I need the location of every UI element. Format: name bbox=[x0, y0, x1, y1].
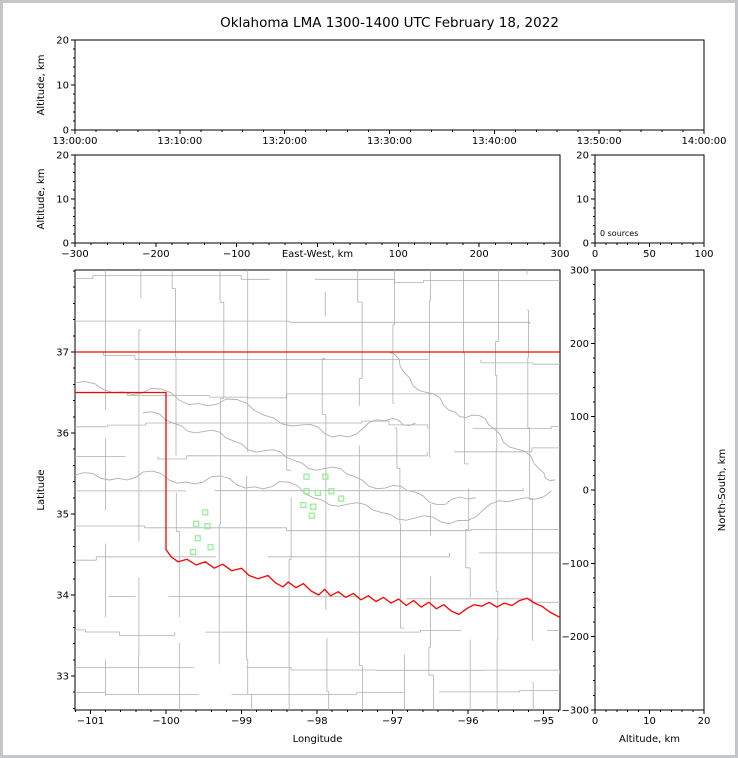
y-tick-label: 10 bbox=[56, 81, 69, 92]
x-tick-label: 13:50:00 bbox=[577, 136, 622, 147]
lma-station-marker bbox=[300, 501, 307, 509]
y-tick-label: 200 bbox=[570, 339, 589, 350]
source-count-annotation: 0 sources bbox=[600, 229, 638, 238]
river-arkansas bbox=[388, 351, 556, 482]
map-ticks bbox=[71, 270, 560, 714]
x-tick-label: −100 bbox=[152, 716, 179, 727]
x-tick-label: 13:20:00 bbox=[262, 136, 307, 147]
y-tick-label: 34 bbox=[56, 590, 69, 601]
x-tick-label: −96 bbox=[458, 716, 479, 727]
time_height-ylabel: Altitude, km bbox=[36, 55, 47, 116]
x-tick-label: −98 bbox=[306, 716, 327, 727]
x-tick-label: 300 bbox=[550, 249, 569, 260]
ns_height-xlabel: Altitude, km bbox=[619, 734, 680, 745]
county-boundaries bbox=[75, 270, 560, 710]
x-tick-label: 13:40:00 bbox=[472, 136, 517, 147]
y-tick-label: 0 bbox=[583, 486, 589, 497]
lma-station-marker bbox=[338, 495, 345, 502]
y-tick-label: 36 bbox=[56, 428, 69, 439]
y-tick-label: 10 bbox=[56, 195, 69, 206]
lma-station-marker bbox=[308, 512, 315, 519]
time_height-ticks bbox=[71, 39, 705, 134]
x-tick-label: −100 bbox=[223, 249, 250, 260]
panel-time_height: 13:00:00 13:10:00 13:20:00 13:30:00 13:40:00… bbox=[36, 36, 726, 148]
y-tick-label: 0 bbox=[583, 239, 589, 250]
lma-station-marker bbox=[207, 544, 214, 551]
y-tick-label: 0 bbox=[63, 126, 69, 137]
lma-station-marker bbox=[303, 488, 310, 495]
x-tick-label: −101 bbox=[77, 716, 104, 727]
panel-histogram: 0 50 100 0 10 20 0 sources bbox=[576, 151, 713, 261]
ew_height-xlabel: East-West, km bbox=[282, 249, 353, 260]
x-tick-label: −99 bbox=[231, 716, 252, 727]
lma-station-marker bbox=[204, 523, 211, 530]
y-tick-label: 33 bbox=[56, 671, 69, 682]
x-tick-label: −300 bbox=[61, 249, 88, 260]
lma-station-marker bbox=[322, 473, 329, 480]
river-north_canadian bbox=[142, 411, 477, 506]
x-tick-label: 200 bbox=[470, 249, 489, 260]
ew_height-ylabel: Altitude, km bbox=[36, 169, 47, 230]
y-tick-label: 0 bbox=[63, 239, 69, 250]
lma-station-marker bbox=[328, 488, 335, 495]
y-tick-label: 20 bbox=[56, 36, 69, 47]
lma-station-marker bbox=[303, 473, 310, 480]
ew_height-ticks bbox=[71, 154, 561, 247]
oklahoma-red-river-border bbox=[165, 548, 560, 618]
lma-station-marker bbox=[193, 520, 200, 527]
x-tick-label: 13:10:00 bbox=[157, 136, 202, 147]
y-tick-label: 300 bbox=[570, 266, 589, 277]
x-tick-label: 100 bbox=[389, 249, 408, 260]
lma-station-marker bbox=[194, 535, 201, 542]
ns_height-ticks bbox=[591, 269, 705, 714]
map-ylabel: Latitude bbox=[36, 469, 47, 510]
figure-canvas: Oklahoma LMA 1300-1400 UTC February 18, … bbox=[36, 15, 728, 746]
panel-ew_height: −300 −200 −100 100 200 300 0 10 20 Altitude, km Ea… bbox=[36, 151, 570, 261]
lma-station-marker bbox=[314, 489, 321, 497]
panel-map: −101 −100 −99 −98 −97 −96 −95 33 34 35 36 37 Latitud… bbox=[36, 269, 561, 745]
x-tick-label: 0 bbox=[592, 249, 598, 260]
y-tick-label: 35 bbox=[56, 509, 69, 520]
y-tick-label: −200 bbox=[562, 632, 589, 643]
oklahoma-panhandle-border bbox=[75, 391, 167, 551]
y-tick-label: 100 bbox=[570, 412, 589, 423]
x-tick-label: 13:00:00 bbox=[53, 136, 98, 147]
y-tick-label: 37 bbox=[56, 347, 69, 358]
histogram-ticks bbox=[591, 154, 705, 247]
x-tick-label: 13:30:00 bbox=[367, 136, 412, 147]
y-tick-label: 20 bbox=[56, 151, 69, 162]
figure-title: Oklahoma LMA 1300-1400 UTC February 18, … bbox=[220, 15, 559, 31]
map-xlabel: Longitude bbox=[293, 734, 343, 745]
y-tick-label: −300 bbox=[562, 706, 589, 717]
lma-station-marker bbox=[310, 503, 317, 510]
x-tick-label: −95 bbox=[533, 716, 554, 727]
river-cimarron bbox=[75, 381, 416, 438]
x-tick-label: 50 bbox=[643, 249, 656, 260]
panel-ns_height: 0 10 20 300 200 100 0 −100 −200 −300 Altitude, km N… bbox=[562, 266, 728, 746]
x-tick-label: 20 bbox=[698, 716, 711, 727]
x-tick-label: 14:00:00 bbox=[682, 136, 727, 147]
map-layers bbox=[75, 270, 560, 710]
x-tick-label: 100 bbox=[694, 249, 713, 260]
y-tick-label: 10 bbox=[576, 195, 589, 206]
y-tick-label: −100 bbox=[562, 559, 589, 570]
x-tick-label: −97 bbox=[382, 716, 403, 727]
lma-station-marker bbox=[202, 509, 209, 516]
x-tick-label: −200 bbox=[142, 249, 169, 260]
y-tick-label: 20 bbox=[576, 151, 589, 162]
river-canadian bbox=[75, 470, 552, 525]
x-tick-label: 0 bbox=[592, 716, 598, 727]
lma-station-marker bbox=[190, 548, 197, 556]
ns_height-right-ylabel: North-South, km bbox=[717, 449, 728, 532]
x-tick-label: 10 bbox=[643, 716, 656, 727]
